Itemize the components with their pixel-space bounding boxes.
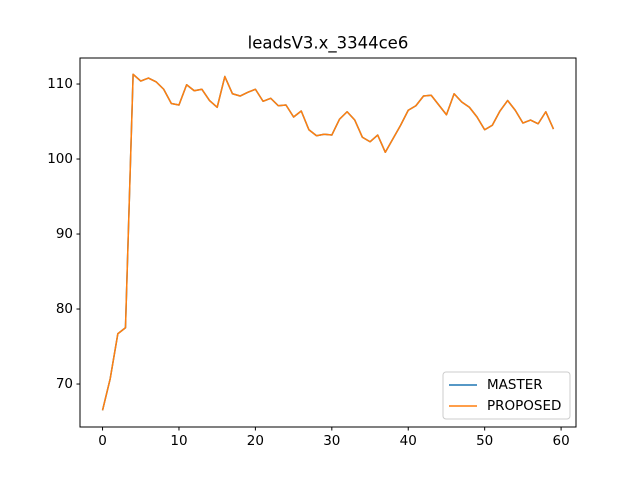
series-line (101, 73, 555, 411)
x-tick-label: 60 (553, 433, 570, 449)
y-tick-label: 100 (47, 151, 73, 167)
y-tick-label: 70 (56, 376, 73, 392)
y-tick-label: 110 (47, 76, 73, 92)
y-tick-label: 90 (56, 226, 73, 242)
legend-label: MASTER (487, 377, 543, 393)
x-tick-label: 50 (476, 433, 493, 449)
legend-box (442, 371, 571, 420)
axes-frame (79, 57, 577, 428)
legend-label: PROPOSED (487, 398, 561, 414)
y-tick-label: 80 (56, 301, 73, 317)
x-tick-label: 10 (170, 433, 187, 449)
chart-title: leadsV3.x_3344ce6 (248, 34, 409, 54)
series-line (101, 73, 555, 411)
x-tick-label: 30 (323, 433, 340, 449)
x-tick-label: 20 (247, 433, 264, 449)
x-tick-label: 40 (400, 433, 417, 449)
x-tick-label: 0 (98, 433, 107, 449)
